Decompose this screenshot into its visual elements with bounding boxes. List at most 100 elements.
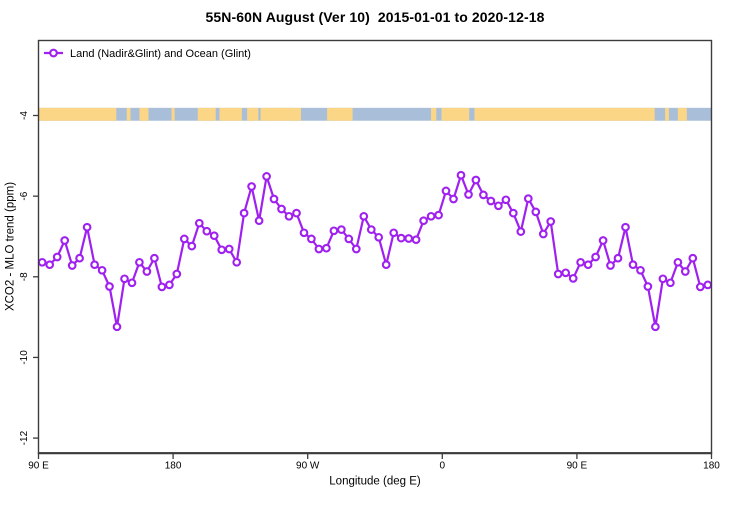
map-strip-land	[260, 107, 301, 121]
x-tick-label: 0	[440, 461, 446, 472]
y-axis-title: XCO2 - MLO trend (ppm)	[5, 182, 17, 311]
map-strip-land	[677, 107, 687, 121]
data-point-marker	[254, 216, 264, 226]
data-point-marker	[516, 227, 526, 236]
data-point-marker	[284, 211, 294, 221]
data-point-marker	[553, 269, 563, 279]
data-point-marker	[651, 322, 660, 332]
data-point-marker	[307, 234, 316, 244]
data-point-marker	[583, 260, 593, 270]
data-point-marker	[344, 234, 354, 244]
data-point-marker	[598, 236, 608, 245]
map-strip-land	[441, 107, 470, 121]
x-axis-title: Longitude (deg E)	[329, 476, 421, 488]
data-point-marker	[150, 253, 159, 263]
data-point-marker	[508, 208, 518, 218]
data-point-marker	[75, 253, 84, 263]
data-point-marker	[105, 282, 114, 291]
data-point-marker	[359, 211, 369, 221]
data-point-marker	[60, 236, 70, 245]
x-tick-label: 180	[165, 461, 182, 472]
y-tick-label: -8	[19, 272, 30, 281]
data-point-marker	[636, 265, 645, 275]
data-point-marker	[322, 243, 331, 253]
data-point-marker	[389, 228, 399, 238]
data-point-marker	[135, 257, 144, 267]
data-point-marker	[613, 253, 623, 263]
data-point-marker	[179, 234, 189, 244]
x-tick-label: 90 W	[296, 461, 320, 472]
data-point-marker	[479, 190, 488, 200]
data-point-marker	[568, 274, 578, 283]
data-point-marker	[456, 170, 466, 180]
x-tick-label: 90 E	[567, 461, 588, 472]
axis-ticks: 90 E 180 90 W 0 90 E 180 -4 -6 -8 -10 -12	[19, 111, 720, 472]
legend-label: Land (Nadir&Glint) and Ocean (Glint)	[70, 48, 251, 60]
legend-marker-icon	[49, 48, 58, 58]
data-point-marker	[396, 233, 406, 243]
map-strip-land	[38, 107, 117, 121]
data-point-marker	[120, 274, 129, 284]
data-point-marker	[628, 260, 638, 270]
data-point-marker	[127, 278, 137, 288]
map-strip-land	[171, 107, 175, 121]
data-point-marker	[666, 278, 675, 288]
data-point-marker	[232, 257, 242, 267]
data-point-marker	[621, 222, 630, 232]
data-point-marker	[314, 244, 324, 254]
data-point-marker	[381, 260, 391, 270]
plot-border	[37, 39, 713, 454]
data-point-marker	[90, 260, 99, 270]
data-point-marker	[97, 265, 107, 275]
data-point-marker	[299, 228, 309, 238]
data-point-marker	[688, 253, 698, 263]
world-map-strip	[38, 107, 712, 121]
data-point-marker	[202, 226, 212, 236]
data-point-marker	[591, 252, 600, 262]
y-tick-label: -12	[19, 430, 30, 445]
data-point-marker	[434, 210, 443, 220]
data-point-marker	[351, 244, 361, 254]
data-point-marker	[82, 222, 92, 232]
data-point-marker	[209, 231, 219, 241]
x-tick-label: 180	[703, 461, 720, 472]
data-point-marker	[217, 245, 227, 255]
data-point-marker	[411, 235, 421, 245]
data-point-marker	[37, 257, 47, 267]
data-point-marker	[494, 201, 503, 211]
data-point-marker	[531, 207, 541, 217]
data-point-marker	[112, 322, 122, 332]
data-point-marker	[172, 269, 182, 279]
data-point-marker	[449, 194, 458, 204]
data-series	[37, 170, 713, 332]
data-point-marker	[187, 241, 197, 251]
data-point-marker	[52, 252, 62, 262]
data-point-marker	[538, 229, 548, 239]
data-point-marker	[546, 217, 556, 226]
data-point-marker	[374, 232, 384, 242]
data-point-marker	[165, 280, 174, 290]
data-point-marker	[523, 194, 533, 203]
data-point-marker	[680, 267, 690, 276]
map-strip-land	[219, 107, 242, 121]
y-tick-label: -4	[19, 111, 30, 120]
map-strip-land	[126, 107, 131, 121]
data-point-marker	[441, 186, 451, 196]
data-point-marker	[45, 260, 55, 270]
data-point-marker	[142, 267, 152, 276]
data-point-marker	[157, 282, 167, 292]
map-strip-land	[197, 107, 216, 121]
data-point-marker	[67, 261, 77, 270]
map-strip-land	[665, 107, 669, 121]
data-point-marker	[239, 208, 249, 218]
data-point-marker	[262, 172, 271, 181]
data-point-marker	[194, 218, 204, 228]
data-point-marker	[329, 226, 339, 236]
data-point-marker	[419, 216, 428, 226]
data-point-marker	[486, 196, 496, 206]
y-tick-label: -6	[19, 191, 30, 200]
data-point-marker	[404, 234, 414, 243]
data-point-marker	[366, 225, 376, 234]
